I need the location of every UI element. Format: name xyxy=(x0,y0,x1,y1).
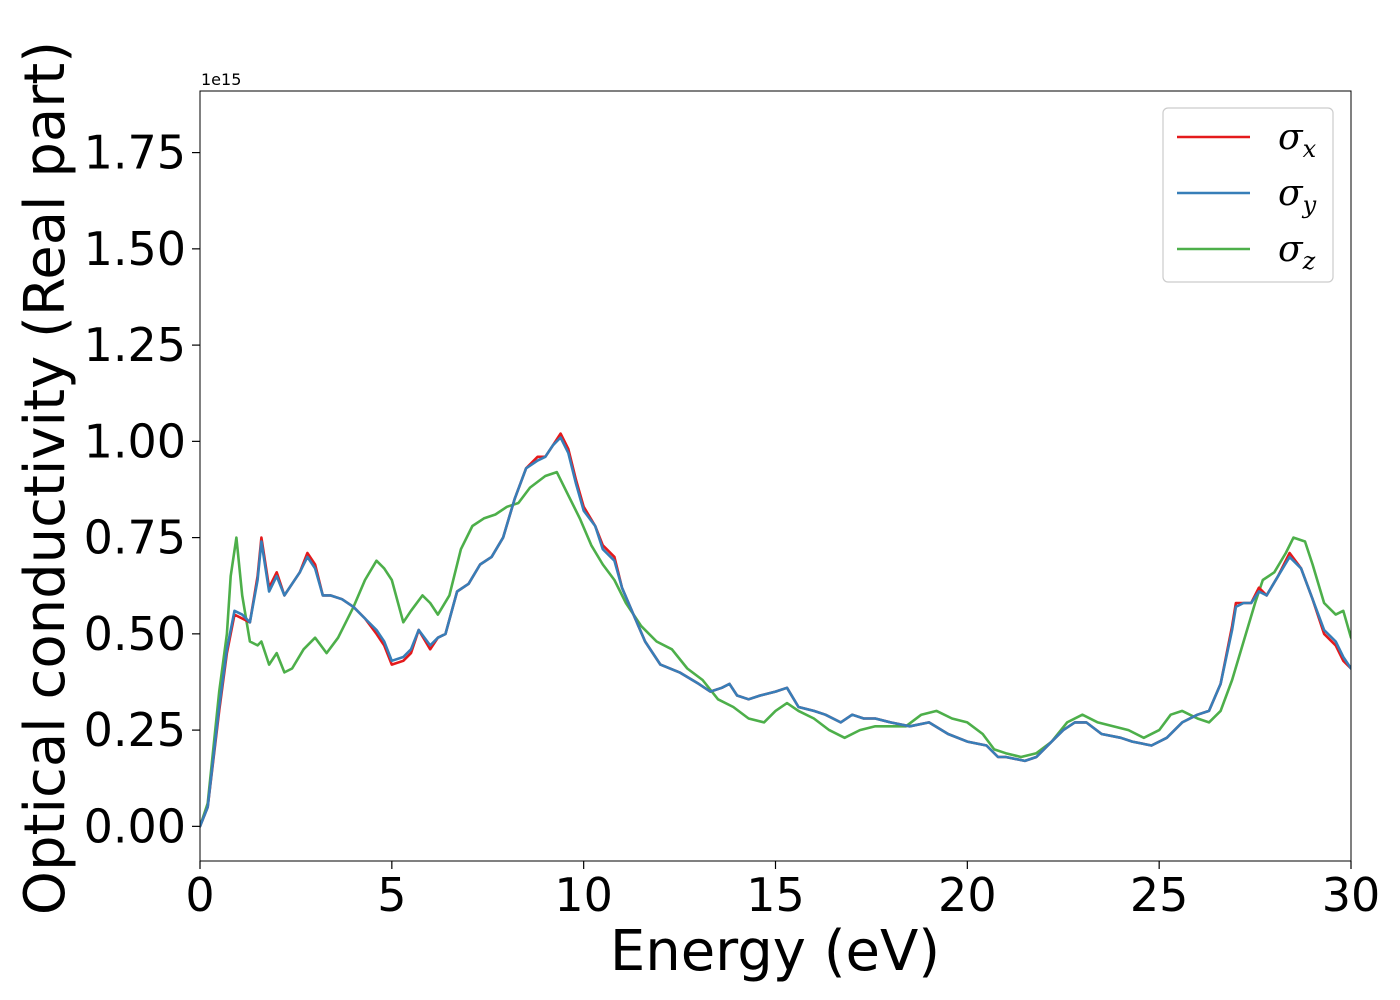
x-tick-label: 30 xyxy=(1322,868,1381,922)
legend-box xyxy=(1162,107,1334,283)
y-offset-text: 1e15 xyxy=(201,70,241,89)
x-axis-label: Energy (eV) xyxy=(610,919,940,984)
legend-label-x: σx xyxy=(1278,117,1317,163)
y-tick-label: 0.50 xyxy=(84,607,186,661)
x-axis-ticks: 0 5 10 15 20 25 30 xyxy=(185,861,1380,922)
series-line-y xyxy=(200,436,1351,828)
x-tick-label: 0 xyxy=(185,868,214,922)
legend-label-y: σy xyxy=(1278,173,1317,219)
series-line-z xyxy=(200,470,1351,828)
y-tick-label: 0.00 xyxy=(84,799,186,853)
x-tick-label: 15 xyxy=(746,868,805,922)
plot-frame xyxy=(199,90,1352,862)
x-tick-label: 25 xyxy=(1130,868,1189,922)
x-tick-label: 10 xyxy=(554,868,613,922)
x-tick-label: 20 xyxy=(938,868,997,922)
y-tick-label: 1.25 xyxy=(84,318,186,372)
plot-area xyxy=(200,432,1351,828)
y-axis-ticks: 0.00 0.25 0.50 0.75 1.00 1.25 1.50 1.75 xyxy=(84,126,200,853)
y-tick-label: 1.00 xyxy=(84,414,186,468)
y-tick-label: 1.75 xyxy=(84,126,186,180)
y-axis-label: Optical conductivity (Real part) xyxy=(13,41,78,915)
y-tick-label: 0.25 xyxy=(84,703,186,757)
series-line-x xyxy=(200,432,1351,828)
y-tick-label: 0.75 xyxy=(84,511,186,565)
y-tick-label: 1.50 xyxy=(84,222,186,276)
x-tick-label: 5 xyxy=(377,868,406,922)
